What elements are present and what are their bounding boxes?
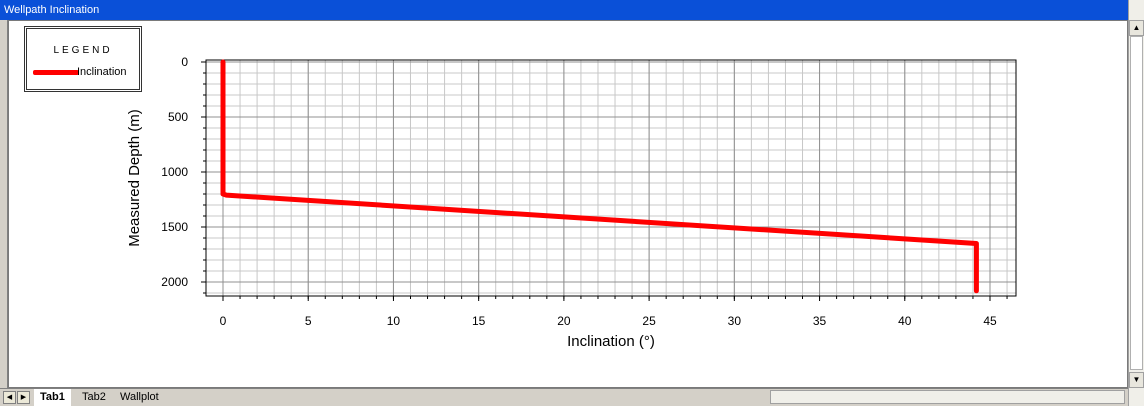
x-tick-label: 10 bbox=[387, 314, 401, 328]
scrollbar-thumb[interactable] bbox=[1130, 36, 1143, 370]
legend-title: LEGEND bbox=[53, 45, 113, 56]
scroll-down-button[interactable]: ▼ bbox=[1129, 372, 1144, 388]
x-tick-label: 20 bbox=[557, 314, 571, 328]
y-axis-ticks: 0 500 1000 1500 2000 bbox=[161, 55, 206, 294]
legend-line-swatch bbox=[33, 70, 79, 75]
y-tick-label: 2000 bbox=[161, 275, 188, 289]
tab-scroll-left-icon[interactable]: ◀ bbox=[3, 391, 16, 404]
horizontal-scrollbar[interactable] bbox=[770, 390, 1125, 404]
vertical-scrollbar[interactable]: ▲ ▼ bbox=[1128, 0, 1144, 406]
grid-minor bbox=[206, 60, 1016, 296]
y-tick-label: 1500 bbox=[161, 220, 188, 234]
window-left-frame bbox=[0, 20, 8, 388]
tab-wallplot[interactable]: Wallplot bbox=[120, 391, 159, 403]
legend-box: LEGEND Inclination bbox=[24, 26, 142, 92]
tab-scroll-right-icon[interactable]: ▶ bbox=[17, 391, 30, 404]
x-tick-label: 45 bbox=[983, 314, 997, 328]
series-line-inclination bbox=[220, 59, 979, 294]
window-title: Wellpath Inclination bbox=[4, 4, 100, 16]
legend-label: Inclination bbox=[77, 66, 127, 78]
x-tick-label: 30 bbox=[728, 314, 742, 328]
x-tick-label: 0 bbox=[220, 314, 227, 328]
x-axis-label: Inclination (°) bbox=[567, 333, 655, 350]
scroll-up-button[interactable]: ▲ bbox=[1129, 20, 1144, 36]
chart-panel bbox=[8, 20, 1128, 388]
tab-2[interactable]: Tab2 bbox=[82, 391, 106, 403]
x-tick-label: 25 bbox=[642, 314, 656, 328]
y-tick-label: 1000 bbox=[161, 165, 188, 179]
y-tick-label: 0 bbox=[181, 55, 188, 69]
y-tick-label: 500 bbox=[168, 110, 188, 124]
x-tick-label: 35 bbox=[813, 314, 827, 328]
tab-1[interactable]: Tab1 bbox=[34, 389, 71, 406]
x-tick-label: 5 bbox=[305, 314, 312, 328]
y-axis-label: Measured Depth (m) bbox=[126, 109, 143, 247]
x-tick-label: 40 bbox=[898, 314, 912, 328]
window-title-bar: Wellpath Inclination bbox=[0, 0, 1128, 20]
x-tick-label: 15 bbox=[472, 314, 486, 328]
x-axis-ticks: 0 5 10 15 20 25 30 35 40 45 bbox=[220, 296, 1008, 328]
plot-frame bbox=[205, 59, 1017, 297]
